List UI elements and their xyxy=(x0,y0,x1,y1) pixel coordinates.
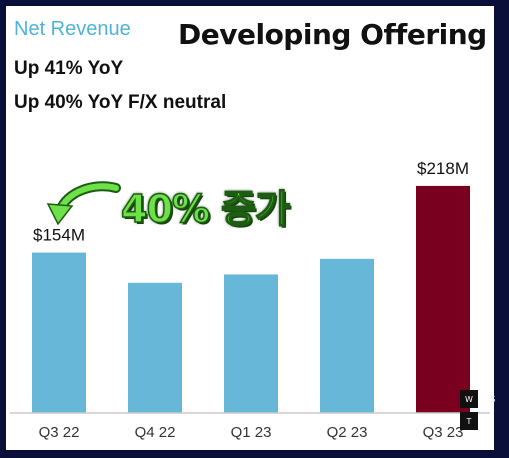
arrow-head-icon xyxy=(48,204,72,224)
bar-q1-23 xyxy=(224,274,278,413)
x-tick-label: Q2 23 xyxy=(327,424,368,441)
x-tick-label: Q4 22 xyxy=(135,424,176,441)
bar-q3-23 xyxy=(416,186,470,413)
watermark-s: S xyxy=(484,390,502,408)
data-label: $154M xyxy=(33,226,85,245)
x-tick-label: Q1 23 xyxy=(231,424,272,441)
x-tick-label: Q3 22 xyxy=(39,424,80,441)
x-tick-label: Q3 23 xyxy=(423,424,464,441)
chart-frame: Net Revenue Developing Offering Up 41% Y… xyxy=(6,6,494,450)
watermark-w: W xyxy=(460,390,478,408)
data-label: $218M xyxy=(417,159,469,178)
x-tick-group: Q3 22 Q4 22 Q1 23 Q2 23 Q3 23 xyxy=(39,424,464,441)
bar-q2-23 xyxy=(320,259,374,413)
bar-q4-22 xyxy=(128,283,182,413)
bar-q3-22 xyxy=(32,253,86,413)
growth-callout: 40% 증가 xyxy=(121,178,289,233)
watermark-t: T xyxy=(460,412,478,430)
